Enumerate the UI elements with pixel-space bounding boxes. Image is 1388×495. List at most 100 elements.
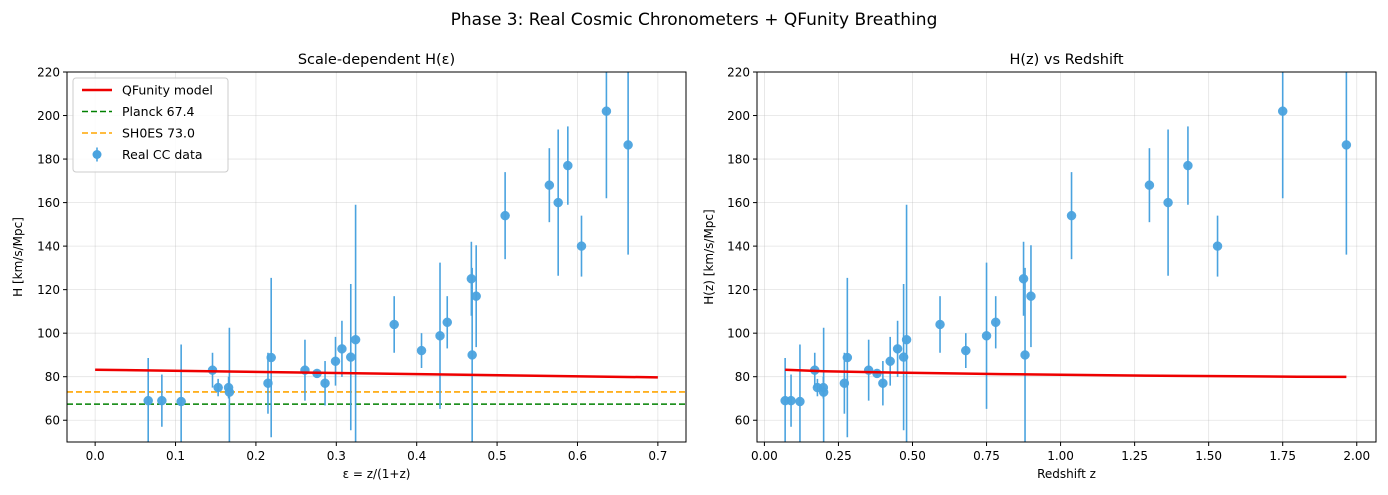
chart-title: H(z) vs Redshift [1009, 52, 1123, 68]
chart-panel-scale-dependent: 0.0 0.1 0.2 0.3 0.4 0.5 0.6 0.7 60 80 100 120 140 160… [11, 52, 687, 481]
data-point [500, 210, 510, 221]
x-tick-label: 0.6 [568, 449, 587, 463]
y-tick-label: 120 [37, 283, 60, 297]
x-axis-label: ε = z/(1+z) [343, 467, 411, 481]
data-point [467, 350, 477, 360]
legend: QFunity model Planck 67.4 SH0ES 73.0 Real C… [72, 77, 229, 173]
data-point [623, 140, 633, 150]
x-tick-label: 2.00 [1343, 449, 1370, 463]
y-tick-label: 100 [37, 327, 60, 341]
y-tick-label: 180 [727, 153, 750, 167]
x-tick-label: 1.50 [1195, 449, 1222, 463]
plot-area [67, 72, 686, 442]
data-point [213, 382, 223, 393]
x-tick-label: 1.00 [1047, 449, 1074, 463]
y-tick-label: 200 [37, 109, 60, 123]
y-tick-label: 120 [727, 283, 750, 297]
model-line [95, 368, 658, 379]
data-point [350, 334, 361, 345]
data-point [990, 317, 1001, 328]
data-point [337, 344, 347, 354]
axes-frame [66, 71, 687, 443]
data-point [839, 378, 850, 388]
data-point [442, 317, 452, 328]
x-tick-label: 0.1 [166, 449, 185, 463]
y-axis-label: H(z) [km/s/Mpc] [702, 209, 716, 304]
data-point [818, 387, 829, 397]
data-point [795, 396, 805, 407]
data-point [435, 331, 445, 341]
chart-panel-h-vs-redshift: 0.00 0.25 0.50 0.75 1.00 1.25 1.50 1.75 2.00 60 80… [702, 52, 1377, 481]
data-point [961, 345, 971, 356]
data-point [878, 378, 888, 388]
data-point [885, 356, 895, 367]
data-point [346, 352, 356, 362]
data-point [1277, 106, 1288, 116]
figure-title: Phase 3: Real Cosmic Chronometers + QFun… [451, 10, 938, 30]
y-tick-label: 80 [45, 370, 60, 384]
data-point [143, 395, 153, 406]
data-point [1163, 197, 1173, 208]
x-tick-label: 0.3 [327, 449, 346, 463]
data-point [1183, 160, 1193, 171]
x-tick-label: 0.4 [407, 449, 426, 463]
data-point [330, 356, 341, 367]
model-line [785, 368, 1347, 379]
data-point [601, 106, 612, 116]
data-point [935, 319, 945, 330]
data-point [1066, 210, 1077, 221]
y-tick-label: 220 [727, 66, 750, 80]
chart-title: Scale-dependent H(ε) [298, 52, 455, 68]
x-tick-label: 0.7 [648, 449, 667, 463]
x-tick-label: 0.0 [86, 449, 105, 463]
data-point [576, 241, 587, 251]
data-point [266, 352, 276, 363]
data-point [389, 319, 399, 330]
x-tick-label: 0.00 [751, 449, 778, 463]
legend-box [72, 77, 229, 173]
y-tick-label: 140 [37, 240, 60, 254]
y-tick-label: 220 [37, 66, 60, 80]
data-point [892, 344, 903, 354]
data-point [1026, 291, 1036, 301]
y-tick-label: 80 [735, 370, 750, 384]
y-axis-label: H [km/s/Mpc] [11, 217, 25, 297]
axes-frame [756, 71, 1377, 443]
data-point [786, 395, 796, 406]
data-point [1018, 274, 1029, 284]
data-point [544, 180, 555, 190]
y-tick-label: 100 [727, 327, 750, 341]
y-tick-label: 140 [727, 240, 750, 254]
y-tick-label: 60 [45, 414, 60, 428]
x-tick-label: 0.5 [488, 449, 507, 463]
x-tick-label: 0.75 [973, 449, 1000, 463]
x-axis-label: Redshift z [1037, 467, 1096, 481]
data-point [466, 274, 477, 284]
data-point [320, 378, 330, 388]
data-point [176, 396, 186, 407]
data-point [563, 160, 573, 171]
y-tick-label: 160 [37, 196, 60, 210]
y-tick-label: 60 [735, 414, 750, 428]
data-point [471, 291, 481, 301]
x-tick-label: 0.50 [899, 449, 926, 463]
data-point [898, 352, 909, 362]
y-tick-label: 200 [727, 109, 750, 123]
data-point [1212, 241, 1223, 251]
legend-label: QFunity model [122, 83, 213, 98]
data-point [553, 197, 563, 208]
legend-label: SH0ES 73.0 [122, 126, 195, 141]
data-point [842, 352, 853, 363]
y-tick-label: 160 [727, 196, 750, 210]
legend-label: Real CC data [122, 147, 203, 162]
legend-label: Planck 67.4 [122, 104, 195, 119]
data-point [1341, 140, 1352, 150]
data-point [1020, 350, 1030, 360]
y-tick-label: 180 [37, 153, 60, 167]
data-point [157, 395, 167, 406]
data-point [1144, 180, 1155, 190]
x-tick-label: 0.25 [825, 449, 852, 463]
data-point [263, 378, 273, 388]
data-point [981, 331, 992, 341]
